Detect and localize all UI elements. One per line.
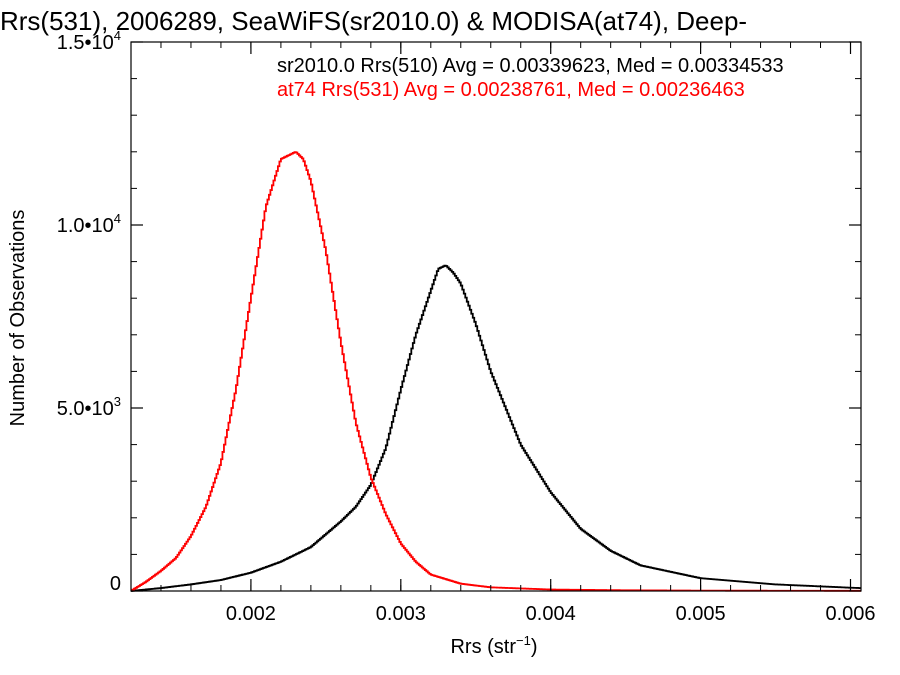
y-tick-label: 0: [110, 573, 121, 595]
x-tick-label: 0.003: [376, 603, 426, 625]
x-tick-label: 0.004: [526, 603, 576, 625]
series-line-modisa-red: [131, 151, 861, 592]
series-layer: [131, 151, 861, 592]
tick-layer: 0.002 0.003 0.004 0.005 0.006 0 5.0•103 1.0•104…: [57, 28, 876, 625]
chart-title: Rrs(531), 2006289, SeaWiFS(sr2010.0) & M…: [0, 6, 747, 36]
y-tick-label: 1.5•104: [57, 28, 121, 54]
x-tick-label: 0.006: [825, 603, 875, 625]
legend-annotation-seawifs: sr2010.0 Rrs(510) Avg = 0.00339623, Med …: [277, 55, 784, 77]
legend-annotation-modisa: at74 Rrs(531) Avg = 0.00238761, Med = 0.…: [277, 79, 745, 101]
y-axis-label: Number of Observations: [7, 210, 29, 427]
x-axis-label: Rrs (str−1): [450, 633, 537, 658]
series-line-seawifs-black: [131, 264, 861, 592]
plot-frame: [130, 41, 862, 592]
y-tick-label: 1.0•104: [57, 211, 121, 237]
x-tick-label: 0.005: [676, 603, 726, 625]
x-tick-label: 0.002: [226, 603, 276, 625]
y-tick-label: 5.0•103: [57, 394, 121, 420]
